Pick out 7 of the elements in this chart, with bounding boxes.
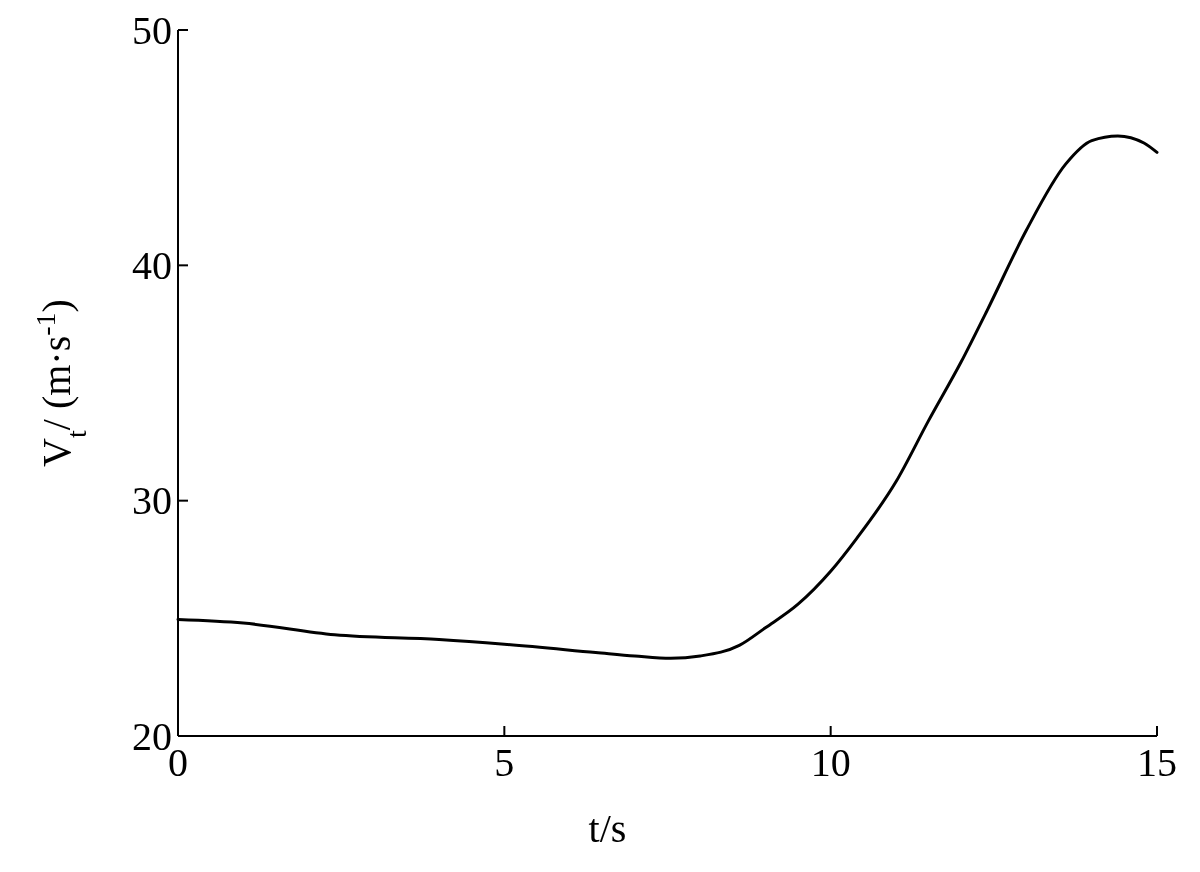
x-axis-title: t/s: [588, 806, 627, 851]
x-tick-label: 5: [494, 740, 515, 785]
x-tick-label: 10: [810, 740, 851, 785]
x-tick-label: 15: [1137, 740, 1177, 785]
y-tick-label: 30: [132, 478, 172, 524]
y-tick-label: 40: [132, 242, 172, 288]
y-tick-label: 50: [132, 7, 172, 53]
